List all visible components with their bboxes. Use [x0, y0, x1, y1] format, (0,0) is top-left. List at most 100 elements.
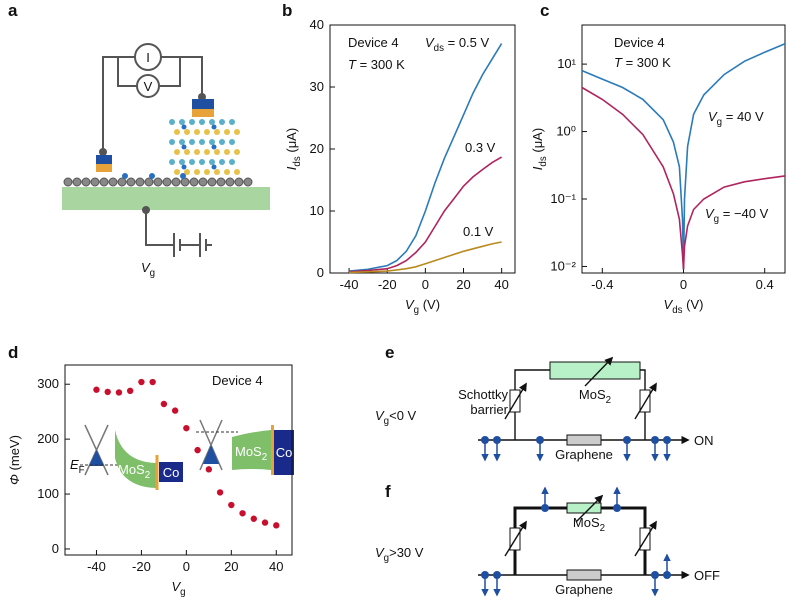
- panel-label: e: [385, 343, 394, 362]
- text-part: = 300 K: [356, 57, 405, 72]
- x-tick-label: 0: [183, 559, 190, 574]
- text-part: Device 4: [614, 35, 665, 50]
- electron: [149, 173, 155, 179]
- panel-label: b: [282, 1, 292, 20]
- fermi-label: EF: [70, 457, 85, 476]
- carbon: [225, 177, 235, 187]
- atom: [219, 159, 225, 165]
- y-tick-label: 40: [310, 17, 324, 32]
- x-tick-label: 0.4: [756, 277, 774, 292]
- atom: [194, 149, 200, 155]
- y-tick-label: 0: [317, 265, 324, 280]
- carbon: [243, 177, 253, 187]
- text-part: Device 4: [212, 373, 263, 388]
- atom: [174, 149, 180, 155]
- atom: [209, 139, 215, 145]
- carrier: [493, 571, 501, 579]
- atom: [174, 129, 180, 135]
- atom: [199, 119, 205, 125]
- carrier: [623, 436, 631, 444]
- wire: [159, 57, 181, 87]
- electron: [211, 144, 217, 150]
- atom: [209, 119, 215, 125]
- y-tick-label: 10⁻¹: [550, 191, 576, 206]
- x-tick-label: -40: [340, 277, 359, 292]
- device-schematic: [62, 43, 270, 257]
- carrier: [536, 436, 544, 444]
- text-part: <0 V: [389, 408, 416, 423]
- carrier: [613, 504, 621, 512]
- y-tick-label: 10: [310, 203, 324, 218]
- band-diagram: [196, 419, 294, 475]
- atom: [189, 119, 195, 125]
- text-part: barrier: [470, 402, 508, 417]
- electron: [181, 164, 187, 170]
- carrier: [481, 571, 489, 579]
- text-part: Φ: [7, 474, 22, 485]
- atom: [224, 149, 230, 155]
- x-tick-label: -20: [378, 277, 397, 292]
- text-part: F: [79, 465, 85, 476]
- point: [138, 378, 145, 386]
- carbon: [117, 177, 127, 187]
- band-diagram: [80, 424, 183, 490]
- text-part: =: [444, 35, 459, 50]
- chart: -0.4 0 0.4 10⁻² 10⁻¹ 10⁰ 10¹ Vds (V) Ids (μA) Vg …: [530, 24, 786, 316]
- carbon: [144, 177, 154, 187]
- series-line: [349, 241, 502, 274]
- carbon: [216, 177, 226, 187]
- text-part: Co: [276, 445, 293, 460]
- y-tick-label: 0: [52, 541, 59, 556]
- point: [149, 378, 156, 386]
- text-part: (meV): [7, 435, 22, 474]
- x-axis-label: Vg: [171, 579, 185, 598]
- carrier: [541, 504, 549, 512]
- panel-label: c: [540, 1, 549, 20]
- wire: [161, 56, 203, 96]
- atom: [169, 159, 175, 165]
- channel-label: MoS2: [579, 387, 611, 406]
- gate-circuit: [145, 210, 212, 257]
- point: [183, 424, 190, 432]
- atom: [194, 129, 200, 135]
- atom: [189, 159, 195, 165]
- y-tick-label: 10⁻²: [550, 258, 576, 273]
- atom: [229, 119, 235, 125]
- text-part: 2: [606, 395, 611, 406]
- text-part: 0.1 V: [463, 224, 494, 239]
- carbon: [135, 177, 145, 187]
- carbon: [162, 177, 172, 187]
- carbon: [189, 177, 199, 187]
- y-tick-label: 10¹: [557, 56, 576, 71]
- text-part: V: [171, 579, 181, 594]
- point: [171, 407, 179, 414]
- text-part: >30 V: [389, 545, 424, 560]
- condition-label: Vg>30 V: [375, 545, 424, 564]
- text-part: ds: [434, 43, 444, 54]
- channel-label: MoS2: [573, 515, 605, 534]
- text-part: g: [384, 416, 389, 427]
- chart: -40 -20 0 20 40 0 100 200 300 Vg Φ (meV) Device 4 EF…: [7, 364, 293, 598]
- y-tick-label: 30: [310, 79, 324, 94]
- carbon: [90, 177, 100, 187]
- mos2-lattice: [169, 119, 240, 175]
- carrier: [651, 436, 659, 444]
- point: [104, 388, 111, 396]
- atom: [229, 159, 235, 165]
- carrier: [493, 436, 501, 444]
- text-part: Graphene: [555, 447, 613, 462]
- text-part: OFF: [694, 568, 720, 583]
- y-axis-label: Φ (meV): [7, 435, 22, 485]
- atom: [234, 129, 240, 135]
- text-part: E: [70, 457, 79, 472]
- carbon: [99, 177, 109, 187]
- point: [93, 386, 100, 393]
- atom: [219, 139, 225, 145]
- atom: [179, 119, 185, 125]
- text-part: (μA): [530, 128, 545, 156]
- text-part: 2: [262, 452, 267, 463]
- x-tick-label: 40: [494, 277, 508, 292]
- carbon: [72, 177, 82, 187]
- inset-material: MoS2: [118, 462, 150, 481]
